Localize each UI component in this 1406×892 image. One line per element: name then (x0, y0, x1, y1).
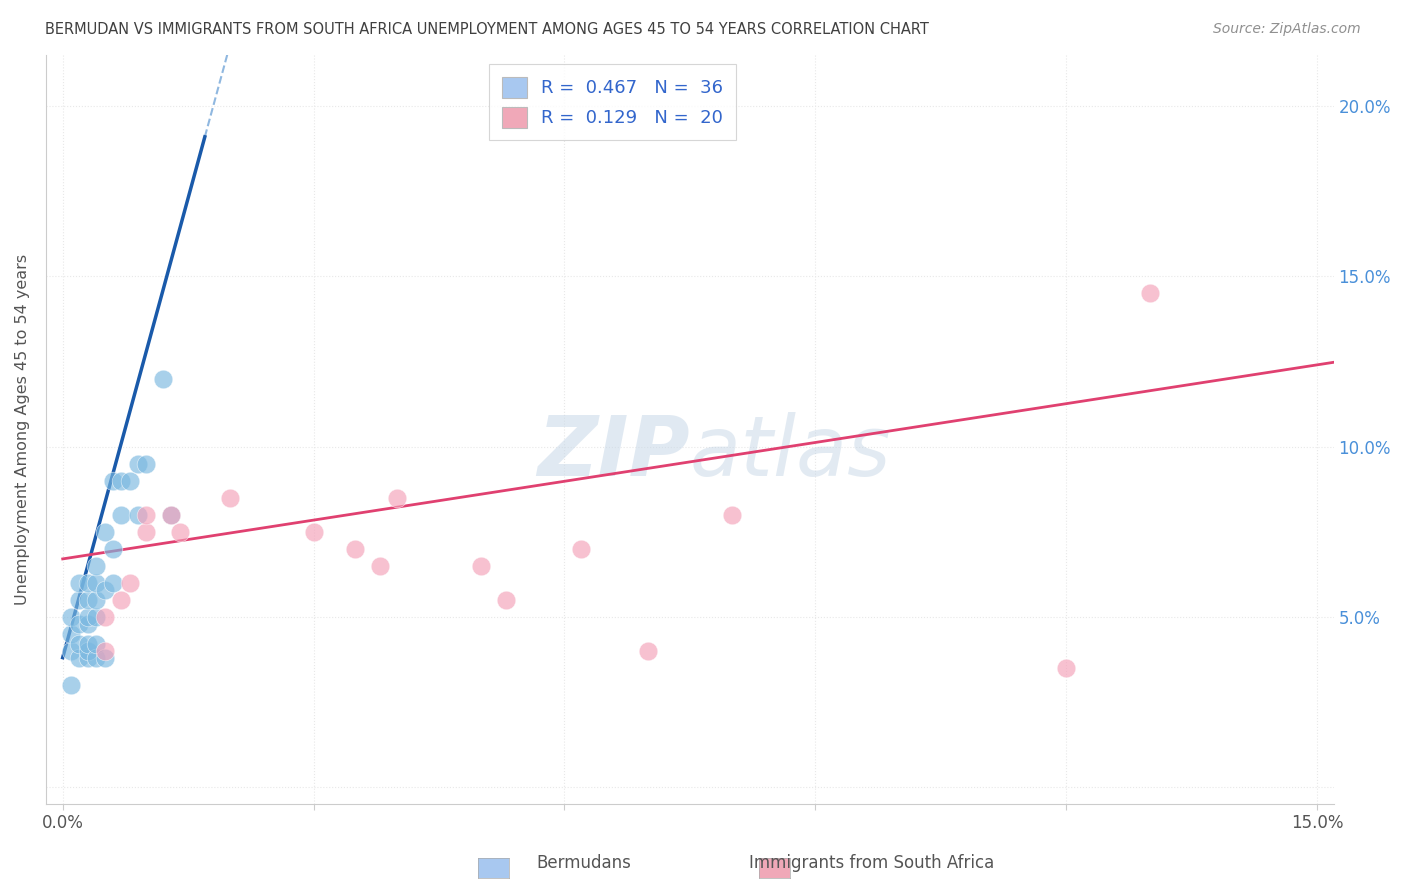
Point (76, 644, 98, 658)
Point (84, 650, 107, 665)
Point (84, 558, 107, 573)
Point (127, 457, 149, 471)
Point (93, 582, 115, 597)
Point (302, 524, 325, 539)
Point (76, 637, 98, 651)
Point (101, 575, 124, 590)
Point (76, 616, 98, 631)
Point (76, 650, 98, 665)
Point (470, 558, 492, 573)
Point (76, 592, 98, 607)
Point (67, 637, 90, 651)
Point (101, 541, 124, 556)
Point (76, 575, 98, 590)
Point (637, 644, 659, 658)
Point (1054, 661, 1077, 675)
Y-axis label: Unemployment Among Ages 45 to 54 years: Unemployment Among Ages 45 to 54 years (15, 254, 30, 605)
Point (60, 678, 83, 692)
Point (84, 592, 107, 607)
Point (344, 541, 367, 556)
Point (135, 524, 157, 539)
Point (118, 474, 141, 488)
Text: atlas: atlas (690, 411, 891, 492)
Text: Immigrants from South Africa: Immigrants from South Africa (749, 855, 994, 872)
Point (152, 371, 174, 385)
Point (219, 491, 242, 505)
Point (385, 491, 408, 505)
Point (160, 508, 183, 522)
Point (101, 474, 124, 488)
Point (93, 524, 115, 539)
Point (135, 457, 157, 471)
Point (67, 650, 90, 665)
Point (93, 609, 115, 624)
Point (110, 508, 132, 522)
Text: ZIP: ZIP (537, 411, 690, 492)
Point (370, 558, 392, 573)
Point (93, 650, 115, 665)
Point (1139, 286, 1161, 301)
Point (60, 627, 83, 641)
Text: Bermudans: Bermudans (536, 855, 631, 872)
Point (93, 644, 115, 658)
Point (84, 609, 107, 624)
Point (76, 609, 98, 624)
Point (67, 575, 90, 590)
Text: BERMUDAN VS IMMIGRANTS FROM SOUTH AFRICA UNEMPLOYMENT AMONG AGES 45 TO 54 YEARS : BERMUDAN VS IMMIGRANTS FROM SOUTH AFRICA… (45, 22, 929, 37)
Point (127, 508, 149, 522)
Point (110, 474, 132, 488)
Legend: R =  0.467   N =  36, R =  0.129   N =  20: R = 0.467 N = 36, R = 0.129 N = 20 (489, 64, 737, 140)
Point (67, 616, 90, 631)
Point (569, 541, 592, 556)
Point (84, 575, 107, 590)
Point (169, 524, 191, 539)
Point (110, 592, 132, 607)
Point (495, 592, 517, 607)
Point (720, 508, 742, 522)
Point (67, 592, 90, 607)
Point (60, 609, 83, 624)
Point (84, 637, 107, 651)
Point (60, 644, 83, 658)
Point (135, 508, 157, 522)
Text: Source: ZipAtlas.com: Source: ZipAtlas.com (1213, 22, 1361, 37)
Point (160, 508, 183, 522)
Point (118, 575, 141, 590)
